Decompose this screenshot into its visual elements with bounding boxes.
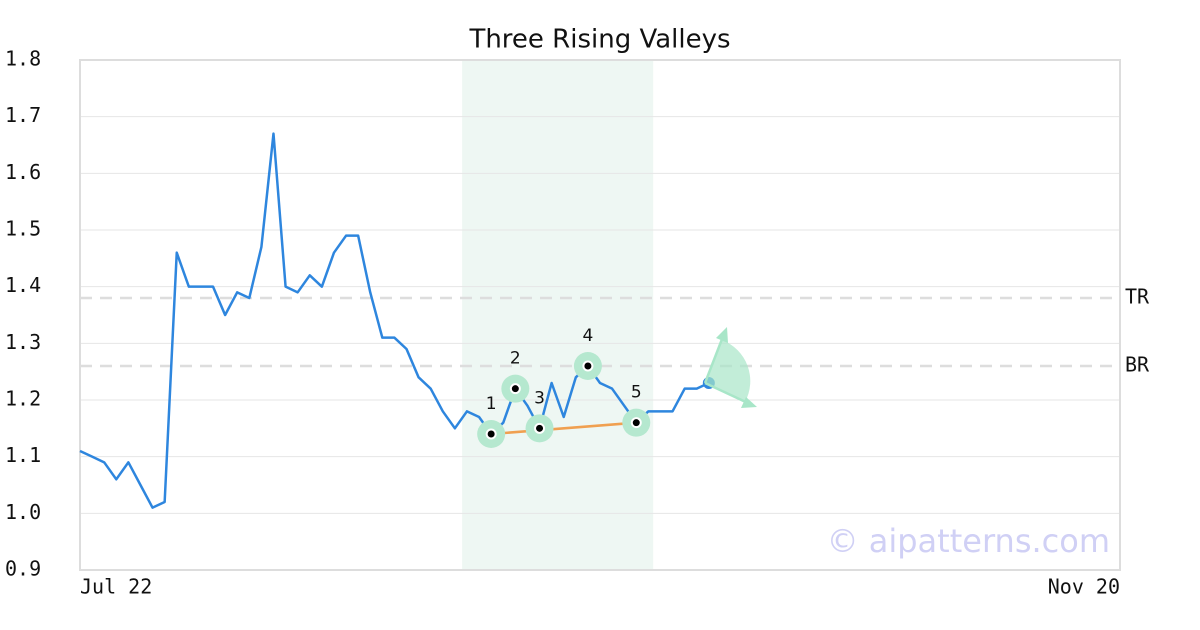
y-tick-label: 1.5 (5, 217, 41, 241)
pattern-label: 1 (486, 394, 497, 414)
plot-frame (79, 59, 1121, 571)
plot-area: 0.9 1.0 1.1 1.2 1.3 1.4 1.5 1.6 1.7 1.8 TR BR Jul 22… (5, 47, 1150, 599)
pattern-region (462, 60, 654, 570)
pattern-label: 3 (534, 388, 545, 408)
y-tick-label: 1.4 (5, 273, 41, 297)
pattern-label: 2 (510, 349, 521, 369)
pattern-point (630, 417, 642, 429)
pattern-label: 4 (582, 326, 593, 346)
arrow-head (741, 397, 757, 408)
watermark: © aipatterns.com (827, 522, 1110, 560)
x-tick-label: Jul 22 (80, 575, 152, 599)
pattern-point (509, 383, 521, 395)
projection-arrow-down (704, 381, 751, 406)
projection-arrows (703, 327, 757, 408)
y-tick-label: 1.6 (5, 160, 41, 184)
pattern-point (534, 422, 546, 434)
y-tick-label: 1.0 (5, 500, 41, 524)
level-label: BR (1125, 353, 1150, 377)
y-tick-label: 1.8 (5, 47, 41, 71)
y-tick-label: 1.2 (5, 387, 41, 411)
pattern-label: 5 (631, 383, 642, 403)
y-tick-label: 0.9 (5, 557, 41, 581)
price-line (79, 132, 710, 509)
chart-title: Three Rising Valleys (468, 25, 730, 55)
y-tick-label: 1.1 (5, 443, 41, 467)
y-tick-label: 1.3 (5, 330, 41, 354)
pattern-point (485, 428, 497, 440)
x-tick-label: Nov 20 (1048, 575, 1120, 599)
projection-arrow-up (703, 333, 726, 384)
level-label: TR (1125, 285, 1150, 309)
arrow-head (716, 327, 728, 343)
y-tick-label: 1.7 (5, 103, 41, 127)
valley-trendline (491, 421, 637, 436)
pattern-point (582, 360, 594, 372)
